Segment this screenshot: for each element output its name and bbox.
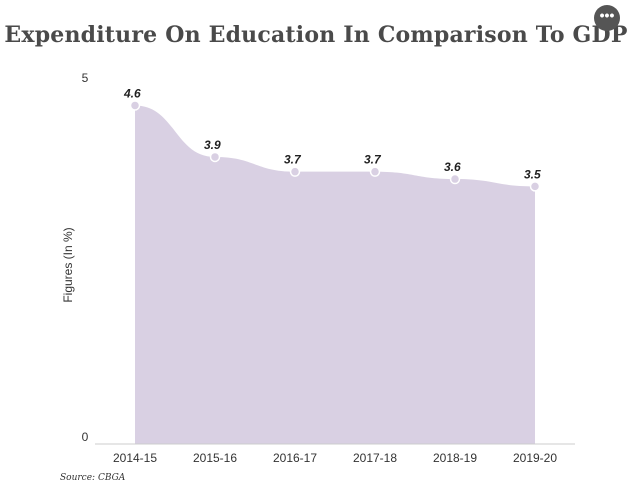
- data-point: [449, 173, 461, 185]
- data-point: [529, 181, 541, 192]
- data-point: [369, 166, 381, 177]
- area-series: [135, 105, 535, 444]
- ellipsis-icon: •••: [599, 7, 615, 23]
- data-label: 3.7: [364, 153, 382, 167]
- x-tick-label: 2018-19: [433, 451, 477, 465]
- data-label: 3.7: [284, 153, 302, 167]
- x-tick-label: 2014-15: [113, 451, 157, 465]
- x-tick-label: 2015-16: [193, 451, 237, 465]
- data-point: [209, 151, 221, 163]
- data-label: 4.6: [123, 86, 141, 100]
- y-axis-label: Figures (In %): [61, 227, 75, 302]
- x-tick-label: 2016-17: [273, 451, 317, 465]
- data-point: [289, 166, 301, 177]
- y-tick-label: 5: [82, 71, 89, 85]
- source-note: Source: CBGA: [60, 473, 126, 483]
- data-label: 3.9: [204, 138, 221, 152]
- data-label: 3.5: [524, 167, 541, 181]
- chart-title: Expenditure On Education In Comparison T…: [4, 22, 628, 48]
- y-tick-label: 0: [82, 430, 89, 444]
- x-tick-label: 2019-20: [513, 451, 557, 465]
- x-tick-label: 2017-18: [353, 451, 397, 465]
- more-options-button[interactable]: •••: [594, 5, 620, 31]
- data-point: [129, 100, 141, 111]
- data-label: 3.6: [444, 160, 461, 174]
